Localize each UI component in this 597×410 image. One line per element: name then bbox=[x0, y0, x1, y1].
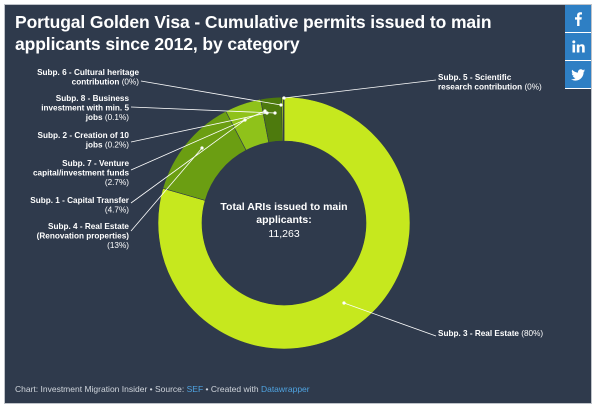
donut-chart: Subp. 6 - Cultural heritage contribution … bbox=[30, 68, 543, 350]
leader-s4 bbox=[130, 147, 203, 232]
leader-dot-s6 bbox=[279, 103, 283, 107]
footer-source-link[interactable]: SEF bbox=[186, 384, 204, 394]
leader-s7 bbox=[130, 110, 266, 171]
leader-dot-s5 bbox=[282, 96, 286, 100]
label-s7: Subp. 7 - Venture capital/investment fund… bbox=[33, 159, 129, 187]
leader-dot-s4 bbox=[200, 146, 204, 150]
label-value-s8: (0.1%) bbox=[105, 113, 129, 122]
slice-6[interactable] bbox=[282, 96, 285, 142]
label-value-s1: (4.7%) bbox=[105, 206, 129, 215]
label-value-s2: (0.2%) bbox=[105, 141, 129, 150]
leader-s6 bbox=[140, 80, 282, 106]
leader-dot-s2 bbox=[265, 111, 269, 115]
leader-s2 bbox=[130, 112, 268, 143]
chart-title: Portugal Golden Visa - Cumulative permit… bbox=[15, 12, 492, 54]
label-value-s5: (0%) bbox=[524, 83, 542, 92]
leader-s5 bbox=[283, 79, 437, 99]
leader-dot-s7 bbox=[263, 109, 267, 113]
slice-labels: Subp. 6 - Cultural heritage contribution … bbox=[30, 68, 543, 338]
leader-s1 bbox=[130, 119, 246, 204]
share-bar bbox=[565, 5, 591, 89]
facebook-icon[interactable] bbox=[565, 5, 591, 33]
label-value-s3: (80%) bbox=[521, 329, 543, 338]
chart-footer: Chart: Investment Migration Insider • So… bbox=[15, 384, 310, 394]
leader-s3 bbox=[343, 302, 437, 337]
label-s1: Subp. 1 - Capital Transfer (4.7%) bbox=[30, 196, 130, 215]
label-value-s7: (2.7%) bbox=[105, 178, 129, 187]
center-label-line-2: applicants: bbox=[256, 214, 311, 226]
leader-lines bbox=[130, 79, 437, 337]
center-value: 11,263 bbox=[268, 228, 299, 240]
footer-prefix: Chart: Investment Migration Insider • So… bbox=[15, 384, 187, 394]
leader-dot-s3 bbox=[342, 301, 346, 305]
linkedin-icon[interactable] bbox=[565, 33, 591, 61]
label-s2: Subp. 2 - Creation of 10 jobs (0.2%) bbox=[38, 131, 130, 150]
label-s4: Subp. 4 - Real Estate (Renovation propert… bbox=[37, 222, 130, 250]
label-value-s6: (0%) bbox=[122, 78, 140, 87]
label-s8: Subp. 8 - Business investment with min. 5… bbox=[41, 94, 129, 122]
footer-tool-link[interactable]: Datawrapper bbox=[260, 384, 310, 394]
center-label-line-1: Total ARIs issued to main bbox=[220, 201, 347, 213]
label-value-s4: (13%) bbox=[107, 241, 129, 250]
chart-card: Portugal Golden Visa - Cumulative permit… bbox=[4, 4, 592, 404]
twitter-icon[interactable] bbox=[565, 61, 591, 89]
slice-1[interactable] bbox=[157, 96, 411, 350]
label-s3: Subp. 3 - Real Estate (80%) bbox=[438, 329, 543, 338]
footer-middle: • Created with bbox=[203, 384, 261, 394]
leader-dot-s8 bbox=[273, 111, 277, 115]
label-s5: Subp. 5 - Scientific research contributio… bbox=[438, 73, 542, 92]
leader-s8 bbox=[130, 106, 276, 114]
donut-slices bbox=[157, 96, 411, 350]
label-s6: Subp. 6 - Cultural heritage contribution … bbox=[37, 68, 139, 87]
leader-dot-s1 bbox=[243, 118, 247, 122]
